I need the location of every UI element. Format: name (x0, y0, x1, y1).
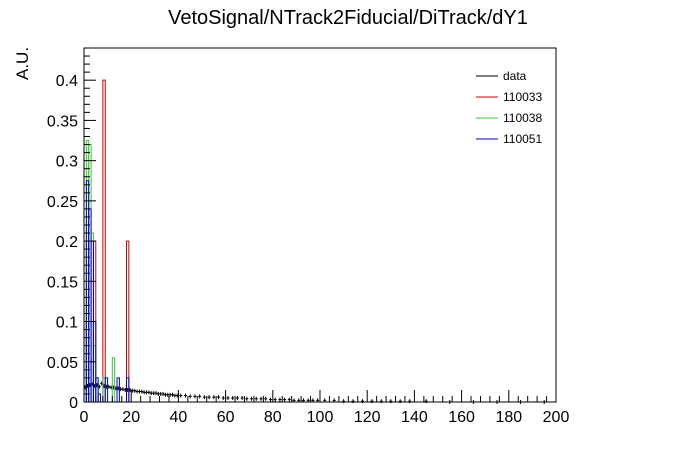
y-tick-label: 0.25 (47, 194, 78, 211)
series-110051 (83, 180, 130, 402)
point-data-47 (212, 395, 216, 400)
point-data-43 (193, 394, 197, 399)
point-data-79 (408, 399, 412, 404)
bar-110051-6 (97, 393, 102, 402)
y-axis-label: A.U. (13, 47, 32, 80)
axes: 0 20 40 60 80 100 120 140 160 180 200 0 0.05 0.1 0.15 0… (47, 47, 570, 426)
legend-entry-110033: 110033 (476, 90, 542, 104)
plot-frame (83, 47, 557, 403)
bar-110038-12 (111, 357, 116, 402)
point-data-60 (273, 397, 277, 402)
point-data-46 (207, 395, 211, 400)
point-data-58 (264, 396, 268, 401)
point-data-48 (217, 395, 221, 400)
bar-110051-9 (104, 377, 109, 402)
point-data-30 (154, 391, 158, 396)
y-tick-label: 0.4 (56, 73, 78, 90)
y-tick-label: 0.2 (56, 234, 78, 251)
plot-series (83, 79, 546, 404)
point-data-76 (379, 399, 383, 404)
point-data-49 (221, 395, 225, 400)
point-data-55 (250, 396, 254, 401)
point-data-54 (245, 396, 249, 401)
bar-110051-14 (116, 377, 120, 402)
x-tick-label: 60 (217, 409, 235, 426)
point-data-74 (360, 399, 364, 404)
x-tick-label: 40 (170, 409, 188, 426)
point-data-44 (198, 394, 202, 399)
point-data-61 (278, 397, 282, 402)
point-data-42 (188, 394, 192, 399)
point-data-41 (183, 393, 187, 398)
x-tick-label: 160 (448, 409, 475, 426)
legend-label: 110033 (503, 90, 542, 104)
x-tick-label: 0 (80, 409, 89, 426)
point-data-80 (424, 399, 428, 404)
x-tick-label: 120 (354, 409, 381, 426)
point-data-78 (398, 399, 402, 404)
point-data-53 (240, 395, 244, 400)
x-tick-label: 180 (495, 409, 522, 426)
point-data-63 (287, 397, 291, 402)
point-data-52 (235, 395, 239, 400)
bar-110033-8 (102, 79, 106, 402)
point-data-72 (342, 399, 346, 404)
point-data-59 (268, 397, 272, 402)
point-data-50 (226, 395, 230, 400)
x-tick-label: 140 (401, 409, 428, 426)
y-tick-label: 0.35 (47, 113, 78, 130)
legend: data 110033 110038 110051 (476, 69, 542, 146)
legend-label: data (503, 69, 527, 83)
point-data-62 (283, 397, 287, 402)
point-data-37 (171, 392, 174, 397)
point-data-75 (370, 399, 374, 404)
legend-entry-110038: 110038 (476, 111, 542, 125)
y-tick-label: 0.15 (47, 274, 78, 291)
y-tick-label: 0.3 (56, 154, 78, 171)
y-tick-label: 0.1 (56, 315, 78, 332)
series-data (83, 381, 546, 404)
legend-entry-data: data (476, 69, 527, 83)
x-tick-label: 100 (307, 409, 334, 426)
point-data-51 (231, 395, 235, 400)
x-tick-label: 200 (543, 409, 570, 426)
legend-entry-110051: 110051 (476, 132, 542, 146)
point-data-33 (161, 391, 165, 396)
point-data-27 (147, 390, 151, 395)
bar-110051-18 (125, 377, 130, 402)
point-data-40 (179, 393, 183, 398)
bar-110033-18 (125, 240, 130, 402)
point-data-73 (351, 399, 355, 404)
chart-title: VetoSignal/NTrack2Fiducial/DiTrack/dY1 (168, 7, 528, 29)
x-tick-label: 80 (264, 409, 282, 426)
point-data-21 (133, 388, 137, 393)
legend-label: 110051 (503, 132, 542, 146)
point-data-57 (259, 396, 263, 401)
point-data-24 (140, 389, 144, 394)
point-data-77 (389, 399, 393, 404)
point-data-16 (121, 387, 125, 392)
x-tick-label: 20 (122, 409, 140, 426)
bar-110051-5 (95, 377, 99, 402)
y-tick-label: 0 (69, 395, 78, 412)
point-data-56 (254, 396, 258, 401)
point-data-45 (202, 395, 206, 400)
legend-label: 110038 (503, 111, 542, 125)
y-tick-label: 0.05 (47, 355, 78, 372)
